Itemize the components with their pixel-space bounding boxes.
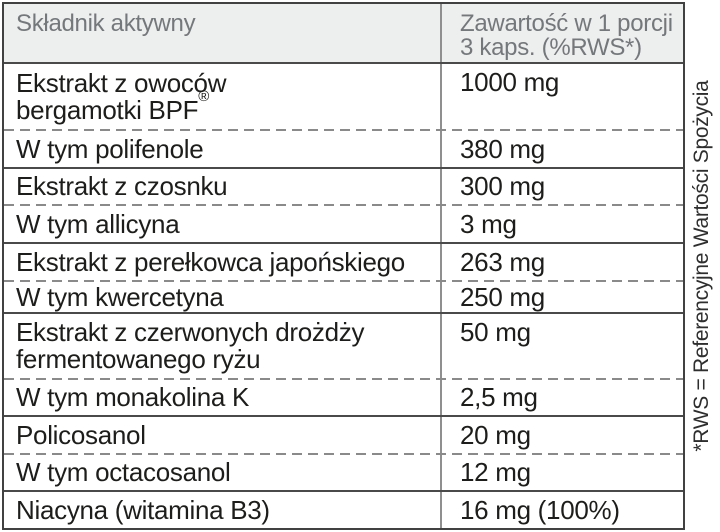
row-separator	[4, 167, 683, 169]
ingredient-name: W tym kwercetyna	[16, 281, 224, 312]
table-row: W tym octacosanol 12 mg	[4, 455, 683, 490]
row-separator	[4, 62, 683, 64]
ingredient-name: Ekstrakt z owoców bergamotki BPF	[16, 67, 227, 125]
header-ingredient-label: Składnik aktywny	[16, 10, 196, 37]
ingredient-name-cell: W tym allicyna	[4, 206, 442, 242]
amount-value: 263 mg	[460, 246, 545, 277]
amount-cell: 16 mg (100%)	[442, 492, 683, 528]
ingredient-name: W tym polifenole	[16, 133, 204, 164]
amount-value: 1000 mg	[460, 67, 560, 97]
ingredient-name-cell: W tym polifenole	[4, 131, 442, 167]
amount-cell: 380 mg	[442, 131, 683, 167]
ingredient-name: Ekstrakt z czerwonych drożdży fermentowa…	[16, 317, 365, 374]
row-separator	[4, 415, 683, 417]
header-ingredient-cell: Składnik aktywny	[4, 4, 442, 62]
table-row: Niacyna (witamina B3) 16 mg (100%)	[4, 492, 683, 528]
row-separator	[4, 378, 683, 380]
amount-cell: 263 mg	[442, 244, 683, 280]
ingredient-name: W tym monakolina K	[16, 382, 250, 412]
table-row: W tym polifenole 380 mg	[4, 131, 683, 167]
table-header-row: Składnik aktywny Zawartość w 1 porcji 3 …	[4, 4, 683, 62]
ingredient-name-cell: Ekstrakt z czerwonych drożdży fermentowa…	[4, 314, 442, 378]
amount-value: 3 mg	[460, 208, 517, 239]
table-row: Policosanol 20 mg	[4, 417, 683, 453]
ingredient-name: W tym octacosanol	[16, 457, 231, 487]
ingredient-name: Ekstrakt z czosnku	[16, 171, 228, 201]
amount-value: 250 mg	[460, 281, 545, 312]
amount-cell: 50 mg	[442, 314, 683, 378]
table-row: W tym monakolina K 2,5 mg	[4, 380, 683, 415]
amount-cell: 300 mg	[442, 169, 683, 204]
row-separator	[4, 490, 683, 492]
amount-value: 12 mg	[460, 457, 531, 487]
row-separator	[4, 312, 683, 314]
ingredient-name-cell: W tym monakolina K	[4, 380, 442, 415]
amount-value: 2,5 mg	[460, 382, 538, 412]
amount-value: 16 mg (100%)	[460, 494, 620, 525]
amount-cell: 3 mg	[442, 206, 683, 242]
row-separator	[4, 129, 683, 131]
ingredient-name-cell: Ekstrakt z perełkowca japońskiego	[4, 244, 442, 280]
row-separator	[4, 204, 683, 206]
table-row: W tym allicyna 3 mg	[4, 206, 683, 242]
header-amount-label: Zawartość w 1 porcji 3 kaps. (%RWS*)	[460, 10, 673, 61]
ingredient-name: W tym allicyna	[16, 208, 180, 239]
ingredient-name-cell: Ekstrakt z czosnku	[4, 169, 442, 204]
amount-cell: 1000 mg	[442, 64, 683, 129]
ingredient-name: Ekstrakt z perełkowca japońskiego	[16, 246, 405, 277]
supplement-facts-table: Składnik aktywny Zawartość w 1 porcji 3 …	[2, 2, 685, 530]
amount-cell: 250 mg	[442, 282, 683, 312]
amount-cell: 12 mg	[442, 455, 683, 490]
ingredient-name-cell: Policosanol	[4, 417, 442, 453]
amount-value: 380 mg	[460, 133, 545, 164]
amount-cell: 20 mg	[442, 417, 683, 453]
column-divider	[440, 4, 442, 528]
ingredient-name-cell: Niacyna (witamina B3)	[4, 492, 442, 528]
amount-value: 300 mg	[460, 171, 545, 201]
table-row: Ekstrakt z czerwonych drożdży fermentowa…	[4, 314, 683, 378]
table-row: Ekstrakt z czosnku 300 mg	[4, 169, 683, 204]
table-row: Ekstrakt z owoców bergamotki BPF® 1000 m…	[4, 64, 683, 129]
amount-value: 50 mg	[460, 317, 531, 347]
ingredient-name-cell: W tym kwercetyna	[4, 282, 442, 312]
ingredient-name: Policosanol	[16, 419, 146, 450]
ingredient-name: Niacyna (witamina B3)	[16, 494, 270, 525]
amount-cell: 2,5 mg	[442, 380, 683, 415]
registered-trademark-symbol: ®	[198, 87, 210, 105]
row-separator	[4, 280, 683, 282]
header-amount-cell: Zawartość w 1 porcji 3 kaps. (%RWS*)	[442, 4, 683, 62]
amount-value: 20 mg	[460, 419, 531, 450]
table-row: Ekstrakt z perełkowca japońskiego 263 mg	[4, 244, 683, 280]
row-separator	[4, 453, 683, 455]
footnote-rws: *RWS = Referencyjne Wartości Spożycia	[689, 80, 713, 452]
table-row: W tym kwercetyna 250 mg	[4, 282, 683, 312]
ingredient-name-cell: Ekstrakt z owoców bergamotki BPF®	[4, 64, 442, 129]
row-separator	[4, 242, 683, 244]
ingredient-name-cell: W tym octacosanol	[4, 455, 442, 490]
